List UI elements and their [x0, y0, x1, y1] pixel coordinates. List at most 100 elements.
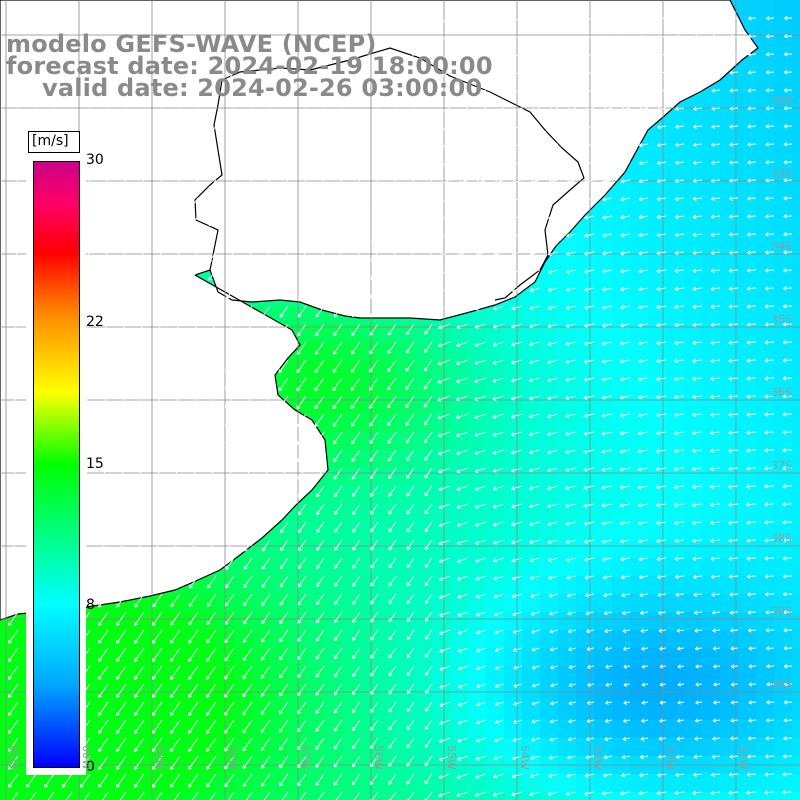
- wind-cell: [540, 558, 559, 577]
- wind-arrow: [675, 70, 685, 75]
- wind-cell: [342, 684, 361, 703]
- wind-cell: [666, 306, 685, 325]
- wind-arrow: [262, 233, 271, 245]
- wind-cell: [702, 306, 721, 325]
- wind-arrow: [227, 17, 235, 28]
- wind-cell: [360, 504, 379, 523]
- wind-arrow: [746, 466, 757, 471]
- wind-arrow: [296, 413, 307, 428]
- wind-cell: [396, 378, 415, 397]
- wind-cell: [702, 540, 721, 559]
- wind-arrow: [547, 431, 559, 437]
- wind-arrow: [406, 305, 415, 317]
- wind-arrow: [747, 88, 757, 93]
- wind-cell: [504, 504, 523, 523]
- wind-cell: [756, 270, 775, 289]
- wind-arrow: [207, 521, 217, 534]
- wind-arrow: [28, 53, 37, 65]
- wind-cell: [486, 360, 505, 379]
- wind-cell: [792, 666, 800, 685]
- wind-cell: [18, 774, 37, 793]
- wind-arrow: [639, 592, 649, 598]
- wind-arrow: [583, 341, 595, 346]
- wind-arrow: [565, 359, 577, 364]
- wind-arrow: [278, 431, 289, 445]
- wind-cell: [612, 738, 631, 757]
- wind-cell: [684, 792, 703, 800]
- wind-arrow: [298, 215, 307, 226]
- wind-arrow: [456, 449, 469, 456]
- wind-arrow: [641, 664, 649, 669]
- wind-cell: [306, 738, 325, 757]
- wind-arrow: [638, 214, 649, 220]
- wind-cell: [504, 774, 523, 793]
- wind-arrow: [8, 539, 19, 553]
- wind-arrow: [657, 124, 667, 130]
- wind-arrow: [191, 791, 199, 800]
- wind-arrow: [189, 485, 199, 498]
- wind-cell: [720, 414, 739, 433]
- wind-arrow: [475, 773, 487, 779]
- wind-arrow: [334, 593, 343, 605]
- wind-arrow: [547, 485, 559, 491]
- wind-cell: [738, 90, 757, 109]
- wind-arrow: [335, 35, 343, 45]
- wind-arrow: [136, 179, 145, 191]
- wind-cell: [792, 72, 800, 91]
- wind-arrow: [529, 449, 541, 455]
- wind-cell: [558, 324, 577, 343]
- wind-arrow: [676, 628, 685, 633]
- wind-cell: [468, 630, 487, 649]
- wind-arrow: [98, 737, 109, 752]
- wind-arrow: [566, 107, 577, 112]
- wind-arrow: [548, 773, 559, 778]
- wind-cell: [522, 414, 541, 433]
- wind-cell: [774, 702, 793, 721]
- wind-cell: [738, 702, 757, 721]
- wind-arrow: [475, 737, 487, 743]
- wind-arrow: [439, 683, 451, 689]
- wind-cell: [450, 432, 469, 451]
- latitude-label: 38S: [771, 532, 792, 545]
- wind-cell: [288, 576, 307, 595]
- wind-cell: [306, 612, 325, 631]
- wind-arrow: [693, 52, 703, 57]
- wind-arrow: [351, 737, 361, 750]
- wind-cell: [666, 450, 685, 469]
- wind-arrow: [766, 16, 775, 21]
- wind-arrow: [152, 611, 163, 626]
- wind-arrow: [335, 215, 343, 226]
- wind-cell: [648, 432, 667, 451]
- wind-arrow: [605, 700, 613, 705]
- wind-cell: [504, 648, 523, 667]
- wind-cell: [288, 540, 307, 559]
- wind-cell: [378, 720, 397, 739]
- wind-arrow: [529, 467, 541, 473]
- wind-cell: [396, 342, 415, 361]
- wind-arrow: [335, 17, 343, 27]
- wind-arrow: [350, 413, 361, 427]
- wind-arrow: [173, 791, 181, 800]
- wind-arrow: [9, 359, 19, 372]
- wind-arrow: [492, 359, 505, 365]
- wind-arrow: [118, 71, 127, 83]
- wind-cell: [666, 738, 685, 757]
- wind-cell: [630, 684, 649, 703]
- wind-arrow: [317, 215, 325, 226]
- wind-arrow: [692, 376, 703, 382]
- wind-arrow: [279, 665, 289, 679]
- wind-cell: [630, 252, 649, 271]
- wind-cell: [342, 648, 361, 667]
- wind-arrow: [711, 52, 721, 57]
- wind-arrow: [602, 305, 613, 310]
- wind-cell: [720, 342, 739, 361]
- wind-arrow: [605, 682, 613, 687]
- wind-cell: [630, 432, 649, 451]
- wind-arrow: [764, 394, 775, 399]
- wind-cell: [306, 306, 325, 325]
- wind-arrow: [728, 376, 739, 381]
- wind-arrow: [297, 647, 307, 660]
- wind-arrow: [729, 88, 739, 93]
- wind-arrow: [511, 251, 523, 257]
- wind-cell: [360, 342, 379, 361]
